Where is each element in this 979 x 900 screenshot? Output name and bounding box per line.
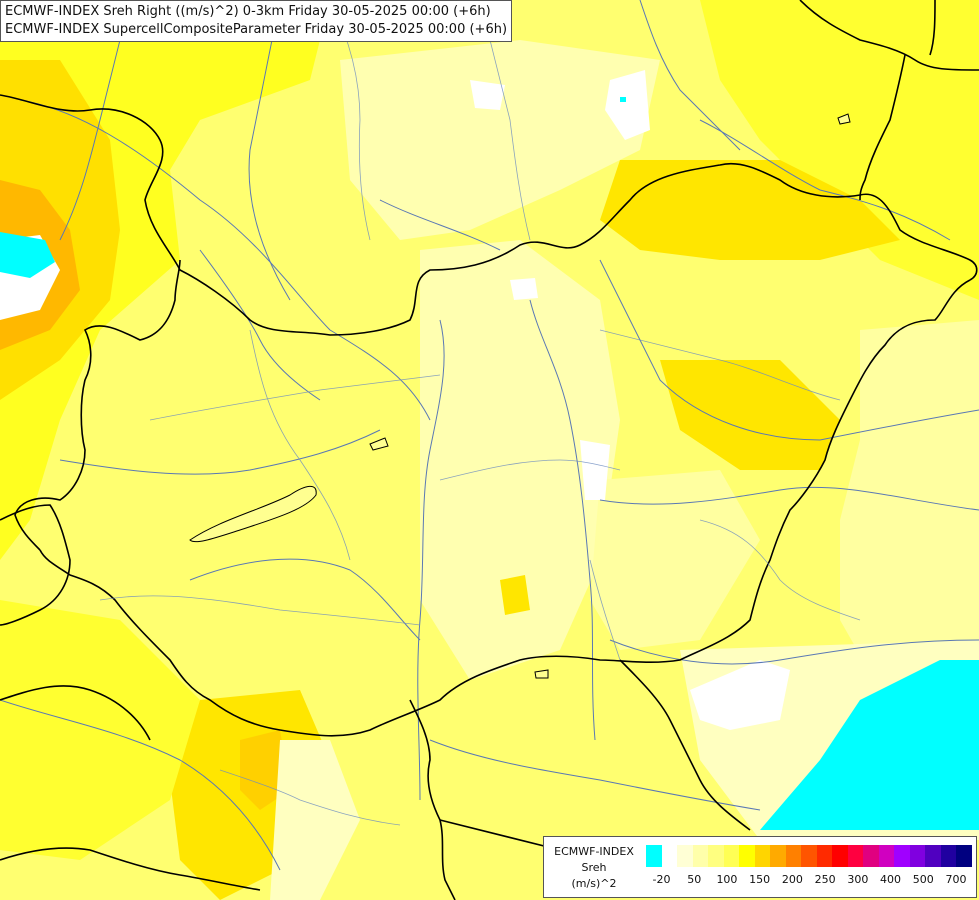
legend-swatch (661, 845, 677, 867)
legend-swatch (723, 845, 739, 867)
legend-swatch (956, 845, 972, 867)
legend-swatch (692, 845, 708, 867)
legend-swatch (847, 845, 863, 867)
legend-tick-label: 50 (687, 873, 702, 886)
legend-tick-label: 700 (945, 873, 967, 886)
legend-tick-label: -20 (652, 873, 671, 886)
legend-swatch (863, 845, 879, 867)
legend-swatch (770, 845, 786, 867)
legend-swatch (677, 845, 693, 867)
legend-swatch (754, 845, 770, 867)
lakes (189, 113, 851, 679)
legend-swatch (708, 845, 724, 867)
color-legend: ECMWF-INDEX Sreh (m/s)^2 -20 50 100 150 200 2… (543, 836, 977, 898)
legend-swatch (739, 845, 755, 867)
legend-swatch (785, 845, 801, 867)
legend-unit: (m/s)^2 (571, 877, 617, 890)
legend-swatch (909, 845, 925, 867)
legend-swatch (646, 845, 662, 867)
legend-swatches (646, 845, 972, 867)
legend-tick-label: 250 (814, 873, 836, 886)
legend-swatch (940, 845, 956, 867)
title-line-scp: ECMWF-INDEX SupercellCompositeParameter … (5, 22, 508, 37)
legend-swatch (878, 845, 894, 867)
legend-tick-label: 300 (847, 873, 869, 886)
legend-tick-label: 500 (912, 873, 934, 886)
legend-swatch (816, 845, 832, 867)
legend-tick-label: 100 (716, 873, 738, 886)
legend-swatch (801, 845, 817, 867)
legend-tick-label: 200 (781, 873, 803, 886)
legend-tick-label: 150 (749, 873, 771, 886)
legend-title: ECMWF-INDEX (554, 845, 634, 858)
legend-swatch (832, 845, 848, 867)
map-title: ECMWF-INDEX Sreh Right ((m/s)^2) 0-3km F… (0, 0, 513, 42)
legend-variable: Sreh (581, 861, 607, 874)
legend-tick-label: 400 (880, 873, 902, 886)
legend-swatch (894, 845, 910, 867)
legend-swatch (925, 845, 941, 867)
title-line-sreh: ECMWF-INDEX Sreh Right ((m/s)^2) 0-3km F… (5, 4, 491, 19)
